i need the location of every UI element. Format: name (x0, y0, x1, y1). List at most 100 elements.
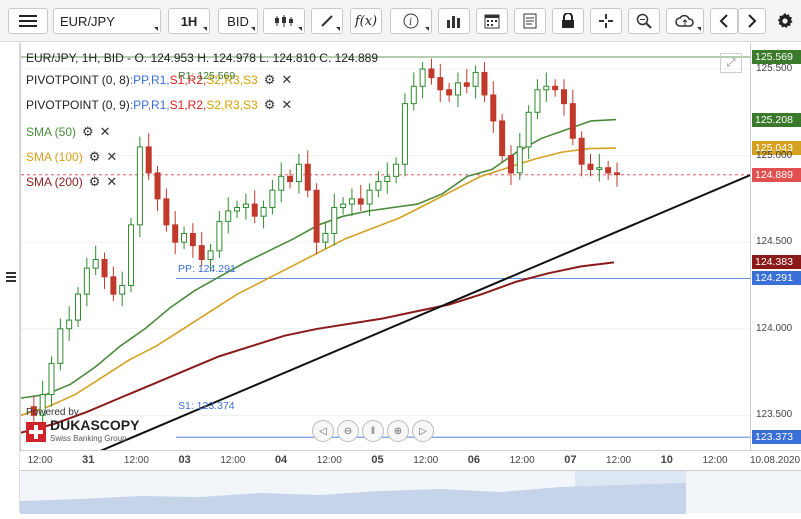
legend-level-pp: PP, (133, 73, 151, 87)
settings-button[interactable] (771, 8, 799, 34)
price-axis[interactable] (750, 43, 801, 450)
zoom-scroll-right-icon[interactable]: ▷ (412, 420, 434, 442)
zoom-button[interactable] (628, 8, 660, 34)
price-label: 124.291 (752, 271, 801, 286)
candle-body (499, 120, 506, 157)
price-tick: 124.500 (756, 236, 793, 248)
expand-button[interactable]: ⤢ (720, 53, 742, 73)
remove-indicator-close-icon[interactable]: ✕ (99, 124, 111, 139)
candle-body (189, 233, 196, 247)
calendar-icon (484, 14, 500, 29)
candle-body (30, 406, 37, 416)
candle-type-button[interactable] (263, 8, 305, 34)
drawing-tools-button[interactable] (311, 8, 343, 34)
time-tick: 12:00 (316, 455, 342, 466)
remove-indicator-close-icon[interactable]: ✕ (281, 72, 293, 87)
candle-body (75, 293, 82, 321)
crosshair-button[interactable] (590, 8, 622, 34)
candle-body (48, 362, 55, 396)
candle-body (596, 167, 603, 170)
candle-body (569, 103, 576, 139)
navigator-strip[interactable] (20, 470, 801, 514)
candle-body (39, 394, 46, 416)
zoom-scroll-left-icon[interactable]: ◁ (312, 420, 334, 442)
scroll-right-button[interactable] (738, 8, 766, 34)
legend-level-s2: S2, (206, 98, 225, 112)
cloud-upload-icon (675, 14, 694, 27)
legend-level-r2: R2, (187, 98, 207, 112)
legend-level-s1: S1, (169, 73, 188, 87)
instrument-select[interactable]: EUR/JPY (53, 8, 161, 34)
info-button[interactable]: i (390, 8, 432, 34)
drag-handle-icon[interactable] (2, 270, 22, 290)
dukascopy-logo: DUKASCOPY Swiss Banking Group (26, 417, 140, 445)
svg-text:i: i (409, 17, 412, 28)
candle-body (154, 172, 161, 200)
navigator-mini-chart (20, 471, 686, 514)
zoom-out-icon[interactable]: ⊖ (337, 420, 359, 442)
candle-body (481, 71, 488, 96)
candle-body (172, 224, 179, 243)
lock-button[interactable] (552, 8, 584, 34)
indicator-settings-gear-icon[interactable]: ⚙ (88, 149, 101, 164)
indicator-settings-gear-icon[interactable]: ⚙ (82, 124, 94, 139)
remove-indicator-close-icon[interactable]: ✕ (281, 97, 293, 112)
hamburger-menu-button[interactable] (8, 8, 48, 34)
bars-button[interactable] (438, 8, 470, 34)
period-select[interactable]: 1H (168, 8, 210, 34)
candle-body (614, 172, 620, 176)
remove-indicator-close-icon[interactable]: ✕ (106, 174, 118, 189)
remove-indicator-close-icon[interactable]: ✕ (106, 149, 118, 164)
arrow-right-icon (748, 14, 757, 28)
chart-plot-area[interactable] (20, 0, 752, 486)
report-button[interactable] (514, 8, 546, 34)
zoom-reset-icon[interactable]: ‖ (362, 420, 384, 442)
expand-icon: ⤢ (726, 56, 736, 69)
upload-button[interactable] (666, 8, 704, 34)
candle-body (181, 233, 188, 243)
pivot-pp-label: PP: 124.291 (178, 263, 236, 275)
candle-body (419, 68, 426, 87)
price-label: 124.889 (752, 167, 801, 182)
scroll-left-button[interactable] (710, 8, 738, 34)
side-select[interactable]: BID (218, 8, 258, 34)
hamburger-menu-icon (19, 15, 37, 27)
candle-type-icon (275, 15, 293, 27)
sma200-line (20, 261, 615, 434)
report-icon (523, 13, 537, 29)
candle-body (507, 155, 514, 174)
crosshair-icon (599, 14, 613, 28)
price-tick: 125.000 (756, 149, 793, 161)
legend-level-pp: PP, (133, 98, 151, 112)
legend-row: SMA (50) ⚙ ✕ (26, 124, 111, 140)
legend-label: PIVOTPOINT (0, 8) (26, 73, 130, 87)
legend-label: SMA (100) (26, 150, 83, 164)
calendar-button[interactable] (476, 8, 508, 34)
lock-icon (562, 13, 574, 28)
legend-level-r1: R1, (150, 73, 170, 87)
indicator-settings-gear-icon[interactable]: ⚙ (263, 72, 276, 87)
function-button[interactable]: f(x) (350, 8, 382, 34)
candle-body (331, 207, 338, 235)
time-tick: 12:00 (220, 455, 246, 466)
ohlc-readout: EUR/JPY, 1H, BID - O. 124.953 H. 124.978… (26, 51, 378, 65)
candle-body (410, 85, 417, 105)
chart-toolbar: EUR/JPY 1H BID f(x) i (0, 0, 801, 42)
zoom-in-icon[interactable]: ⊕ (387, 420, 409, 442)
time-axis[interactable] (20, 450, 801, 470)
candle-body (295, 163, 302, 183)
indicator-settings-gear-icon[interactable]: ⚙ (88, 174, 101, 189)
indicator-settings-gear-icon[interactable]: ⚙ (263, 97, 276, 112)
candle-body (278, 175, 285, 191)
candle-body (110, 276, 117, 295)
candle-body (578, 137, 585, 165)
legend-label: PIVOTPOINT (0, 9) (26, 98, 130, 112)
brand-name: DUKASCOPY (50, 417, 140, 433)
candle-body (384, 175, 391, 183)
price-label: 125.043 (752, 141, 801, 156)
legend-row: SMA (100) ⚙ ✕ (26, 149, 117, 165)
candle-body (516, 146, 523, 174)
time-tick-day: 31 (82, 454, 95, 466)
zoom-controls: ◁ ⊖ ‖ ⊕ ▷ (312, 420, 434, 442)
time-tick: 12:00 (27, 455, 53, 466)
